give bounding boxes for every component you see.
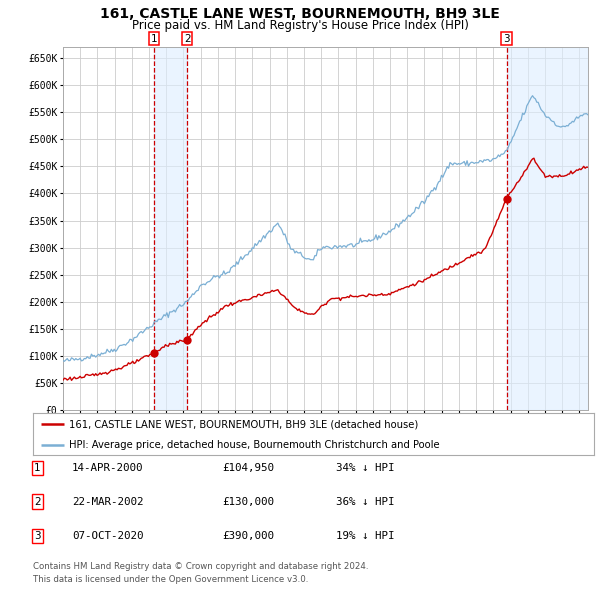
Text: £104,950: £104,950 <box>222 463 274 473</box>
Text: £130,000: £130,000 <box>222 497 274 507</box>
Text: 3: 3 <box>34 531 41 541</box>
Bar <box>154 47 187 410</box>
Text: HPI: Average price, detached house, Bournemouth Christchurch and Poole: HPI: Average price, detached house, Bour… <box>70 440 440 450</box>
Text: Price paid vs. HM Land Registry's House Price Index (HPI): Price paid vs. HM Land Registry's House … <box>131 19 469 32</box>
Text: 07-OCT-2020: 07-OCT-2020 <box>72 531 143 541</box>
Text: 19% ↓ HPI: 19% ↓ HPI <box>336 531 395 541</box>
Text: 2: 2 <box>184 34 191 44</box>
Text: 1: 1 <box>151 34 157 44</box>
Text: 36% ↓ HPI: 36% ↓ HPI <box>336 497 395 507</box>
Text: 14-APR-2000: 14-APR-2000 <box>72 463 143 473</box>
Text: 1: 1 <box>34 463 41 473</box>
Text: 161, CASTLE LANE WEST, BOURNEMOUTH, BH9 3LE: 161, CASTLE LANE WEST, BOURNEMOUTH, BH9 … <box>100 7 500 21</box>
Text: Contains HM Land Registry data © Crown copyright and database right 2024.: Contains HM Land Registry data © Crown c… <box>33 562 368 571</box>
Text: 22-MAR-2002: 22-MAR-2002 <box>72 497 143 507</box>
Text: 161, CASTLE LANE WEST, BOURNEMOUTH, BH9 3LE (detached house): 161, CASTLE LANE WEST, BOURNEMOUTH, BH9 … <box>70 419 419 429</box>
Text: This data is licensed under the Open Government Licence v3.0.: This data is licensed under the Open Gov… <box>33 575 308 584</box>
Text: 34% ↓ HPI: 34% ↓ HPI <box>336 463 395 473</box>
Text: 2: 2 <box>34 497 41 507</box>
Text: £390,000: £390,000 <box>222 531 274 541</box>
Text: 3: 3 <box>503 34 510 44</box>
Bar <box>506 47 588 410</box>
